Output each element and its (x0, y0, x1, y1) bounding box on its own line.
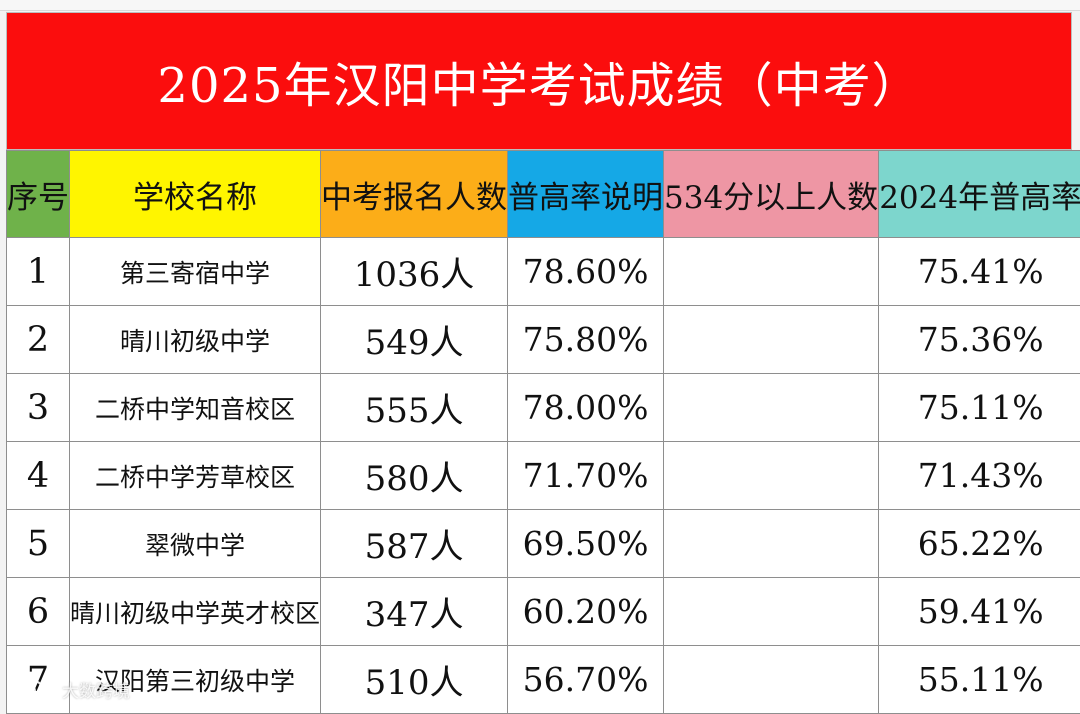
table-row: 1 第三寄宿中学 1036人 78.60% 75.41% (6, 237, 1080, 306)
cell-rate: 60.20% (507, 577, 665, 646)
cell-rate-2024: 55.11% (878, 645, 1080, 714)
header-row: 序号 学校名称 中考报名人数 普高率说明 534分以上人数 2024年普高率 (6, 150, 1080, 238)
cell-above-534 (663, 577, 880, 646)
cell-school-name: 晴川初级中学 (68, 305, 322, 374)
cell-rate-2024: 59.41% (878, 577, 1080, 646)
cell-above-534 (663, 509, 880, 578)
cell-registrants: 347人 (320, 577, 509, 646)
cell-rate-2024: 71.43% (878, 441, 1080, 510)
table-row: 4 二桥中学芳草校区 580人 71.70% 71.43% (6, 441, 1080, 510)
cell-index: 3 (6, 373, 70, 442)
weibo-logo-icon (12, 680, 53, 700)
header-above-534: 534分以上人数 (663, 150, 880, 238)
cell-school-name: 晴川初级中学英才校区 (68, 577, 322, 646)
cell-school-name: 第三寄宿中学 (68, 237, 322, 306)
table-row: 2 晴川初级中学 549人 75.80% 75.36% (6, 305, 1080, 374)
cell-above-534 (663, 441, 880, 510)
cell-school-name: 二桥中学知音校区 (68, 373, 322, 442)
cell-registrants: 580人 (320, 441, 509, 510)
watermark: 大数跨境 (10, 676, 130, 702)
header-registrants: 中考报名人数 (320, 150, 509, 238)
cell-rate-2024: 75.11% (878, 373, 1080, 442)
cell-rate: 78.00% (507, 373, 665, 442)
cell-rate: 78.60% (507, 237, 665, 306)
cell-school-name: 翠微中学 (68, 509, 322, 578)
cell-above-534 (663, 373, 880, 442)
cell-index: 2 (6, 305, 70, 374)
cell-above-534 (663, 305, 880, 374)
score-table: 序号 学校名称 中考报名人数 普高率说明 534分以上人数 2024年普高率 1… (6, 150, 1080, 714)
table-row: 3 二桥中学知音校区 555人 78.00% 75.11% (6, 373, 1080, 442)
cell-index: 1 (6, 237, 70, 306)
cell-rate-2024: 75.36% (878, 305, 1080, 374)
header-rate-description: 普高率说明 (507, 150, 665, 238)
cell-above-534 (663, 645, 880, 714)
table-row: 5 翠微中学 587人 69.50% 65.22% (6, 509, 1080, 578)
table-title: 2025年汉阳中学考试成绩（中考） (6, 12, 1072, 150)
table-row: 6 晴川初级中学英才校区 347人 60.20% 59.41% (6, 577, 1080, 646)
cell-index: 7 (6, 645, 70, 714)
cell-rate: 56.70% (507, 645, 665, 714)
header-index: 序号 (6, 150, 70, 238)
cell-registrants: 549人 (320, 305, 509, 374)
cell-index: 4 (6, 441, 70, 510)
cell-rate-2024: 75.41% (878, 237, 1080, 306)
column-header-strip (0, 0, 1080, 11)
cell-school-name: 二桥中学芳草校区 (68, 441, 322, 510)
cell-rate: 75.80% (507, 305, 665, 374)
cell-school-name: 汉阳第三初级中学 (68, 645, 322, 714)
cell-rate-2024: 65.22% (878, 509, 1080, 578)
header-rate-2024: 2024年普高率 (878, 150, 1080, 238)
header-school-name: 学校名称 (68, 150, 322, 238)
cell-registrants: 1036人 (320, 237, 509, 306)
cell-above-534 (663, 237, 880, 306)
cell-index: 6 (6, 577, 70, 646)
cell-registrants: 510人 (320, 645, 509, 714)
cell-registrants: 587人 (320, 509, 509, 578)
table-row: 7 汉阳第三初级中学 510人 56.70% 55.11% (6, 645, 1080, 714)
cell-registrants: 555人 (320, 373, 509, 442)
cell-rate: 71.70% (507, 441, 665, 510)
watermark-text: 大数跨境 (62, 681, 130, 702)
cell-index: 5 (6, 509, 70, 578)
cell-rate: 69.50% (507, 509, 665, 578)
